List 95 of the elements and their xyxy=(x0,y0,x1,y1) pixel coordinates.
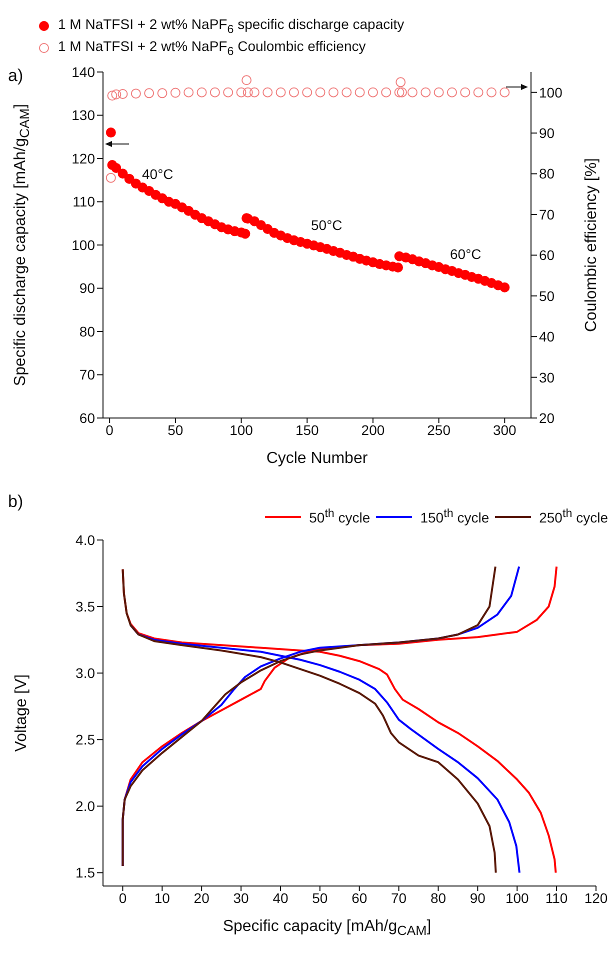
point xyxy=(420,87,431,98)
point xyxy=(242,87,253,98)
y2-tick-label: 70 xyxy=(539,206,555,222)
x-axis-title: Specific capacity [mAh/g$_{CAM}$] xyxy=(222,918,432,938)
point xyxy=(315,87,326,98)
point xyxy=(107,90,118,101)
x-tick-label: 200 xyxy=(361,422,385,438)
legend-label: 250$^{th}$ cycle xyxy=(539,507,608,526)
y-tick-label: 60 xyxy=(79,410,96,426)
point xyxy=(302,87,312,98)
point xyxy=(328,87,338,98)
point xyxy=(196,87,207,98)
x-tick-label: 0 xyxy=(118,890,127,906)
annotation: 60°C xyxy=(450,246,482,262)
y2-tick-label: 90 xyxy=(539,125,555,142)
y-axis-title: Voltage [V] xyxy=(13,674,31,752)
y-tick-label: 100 xyxy=(72,236,96,253)
point xyxy=(144,88,154,98)
x-tick-label: 30 xyxy=(233,890,250,906)
point xyxy=(396,87,407,98)
point xyxy=(249,87,260,98)
legend-label: 1 M NaTFSI + 2 wt% NaPF$_{6}$ specific discharge capacity xyxy=(58,16,404,36)
y-tick-label: 80 xyxy=(79,323,96,340)
point xyxy=(500,87,510,98)
x-tick-label: 50 xyxy=(168,422,184,438)
chart-title: a) xyxy=(8,66,24,86)
point xyxy=(184,87,194,98)
point xyxy=(106,172,116,183)
x-tick-label: 60 xyxy=(352,890,368,906)
x-tick-label: 80 xyxy=(430,890,446,906)
point xyxy=(170,88,180,98)
y2-tick-label: 30 xyxy=(539,369,555,386)
point xyxy=(242,75,252,86)
y-tick-label: 120 xyxy=(72,150,96,166)
x-tick-label: 100 xyxy=(505,890,530,906)
y-tick-label: 90 xyxy=(79,280,96,296)
point xyxy=(342,87,352,98)
point xyxy=(223,87,234,98)
y2-tick-label: 40 xyxy=(539,328,555,345)
point xyxy=(354,87,365,98)
point xyxy=(381,87,392,98)
x-tick-label: 250 xyxy=(427,422,451,438)
point xyxy=(486,87,496,98)
point xyxy=(111,89,122,100)
y2-axis-title: Coulombic efficiency [%] xyxy=(583,158,601,332)
annotation: 40°C xyxy=(142,166,174,182)
y-tick-label: 140 xyxy=(72,64,96,80)
point xyxy=(473,87,484,98)
y-tick-label: 4.0 xyxy=(76,532,96,548)
y-tick-label: 130 xyxy=(72,107,96,124)
x-tick-label: 120 xyxy=(584,890,608,906)
point xyxy=(118,88,128,99)
x-tick-label: 10 xyxy=(154,890,170,906)
x-axis-title: Cycle Number xyxy=(265,450,369,468)
legend-label: 50$^{th}$ cycle xyxy=(309,507,370,526)
point xyxy=(276,87,286,98)
y2-tick-label: 100 xyxy=(539,84,563,100)
point xyxy=(236,87,246,98)
y-tick-label: 1.5 xyxy=(76,864,96,881)
x-tick-label: 0 xyxy=(106,422,114,438)
y-tick-label: 3.5 xyxy=(76,598,96,615)
point xyxy=(446,87,457,98)
legend-label: 150$^{th}$ cycle xyxy=(420,507,490,526)
x-tick-label: 70 xyxy=(391,890,407,906)
x-tick-label: 110 xyxy=(545,890,568,906)
x-tick-label: 20 xyxy=(194,890,210,906)
point xyxy=(394,87,404,98)
y-tick-label: 2.5 xyxy=(76,732,96,748)
y-tick-label: 3.0 xyxy=(76,665,96,682)
point xyxy=(288,87,299,98)
chart-title: b) xyxy=(8,492,24,512)
y2-tick-label: 60 xyxy=(539,247,555,264)
legend-label: 1 M NaTFSI + 2 wt% NaPF$_{6}$ Coulombic efficiency xyxy=(58,38,366,58)
annotation: 50°C xyxy=(311,217,342,233)
y-tick-label: 2.0 xyxy=(76,798,96,814)
x-tick-label: 90 xyxy=(470,890,486,906)
point xyxy=(396,77,406,88)
point xyxy=(368,87,378,98)
x-tick-label: 150 xyxy=(295,422,320,438)
point xyxy=(157,88,168,98)
point xyxy=(434,87,444,98)
y-tick-label: 110 xyxy=(72,194,96,210)
point xyxy=(262,87,273,98)
y2-tick-label: 50 xyxy=(539,288,555,304)
point xyxy=(460,87,470,98)
point xyxy=(130,88,141,99)
x-tick-label: 40 xyxy=(272,890,288,906)
y2-tick-label: 20 xyxy=(539,410,555,426)
y-tick-label: 70 xyxy=(79,366,96,383)
point xyxy=(210,87,220,98)
point xyxy=(407,87,418,98)
x-tick-label: 300 xyxy=(492,422,517,438)
x-tick-label: 100 xyxy=(230,422,254,438)
y2-tick-label: 80 xyxy=(539,166,555,182)
x-tick-label: 50 xyxy=(312,890,328,906)
